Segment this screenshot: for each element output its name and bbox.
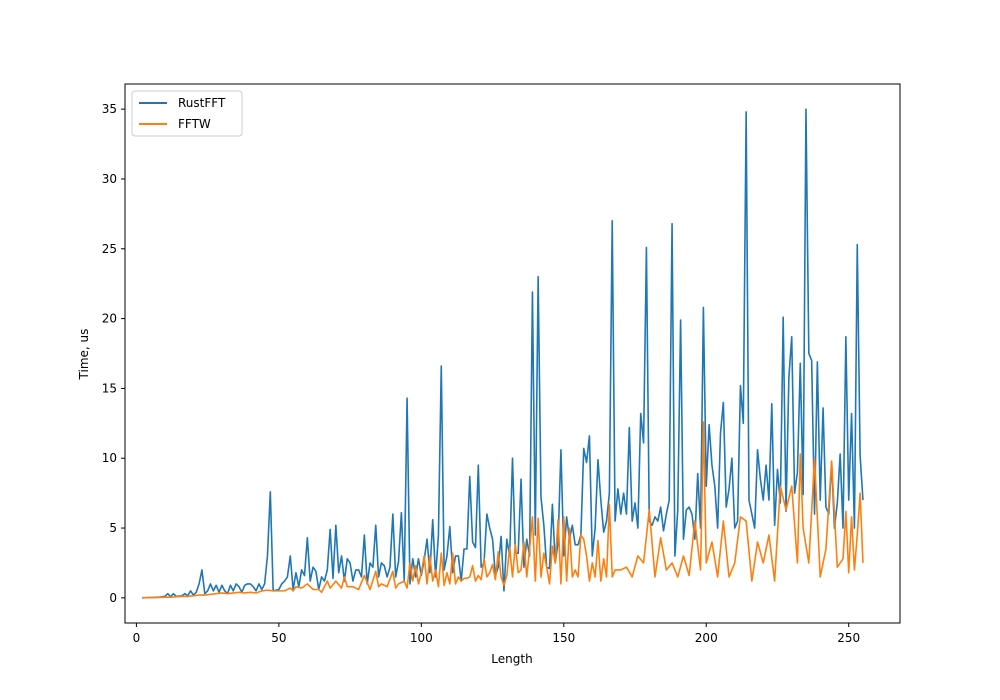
y-tick-label: 10 [102,451,117,465]
y-tick-label: 25 [102,242,117,256]
y-axis-title: Time, us [77,329,91,381]
y-tick-label: 15 [102,381,117,395]
x-tick-label: 0 [133,631,141,645]
series-line-rustfft [142,108,864,599]
y-tick-label: 30 [102,172,117,186]
y-tick-label: 5 [109,521,117,535]
legend-label-rustfft: RustFFT [178,96,226,110]
x-tick-label: 250 [837,631,860,645]
legend-label-fftw: FFTW [178,117,211,131]
x-axis-title: Length [491,652,532,666]
plot-frame [124,83,901,624]
x-tick-label: 150 [552,631,575,645]
legend: RustFFT FFTW [131,90,243,137]
y-axis: 0 5 10 15 20 25 30 35 [102,102,125,605]
x-tick-label: 200 [695,631,718,645]
series-layer [142,108,864,599]
x-axis: 0 50 100 150 200 250 [133,623,860,645]
x-tick-label: 100 [410,631,433,645]
y-tick-label: 0 [109,591,117,605]
series-line-fftw [142,421,864,599]
y-tick-label: 20 [102,312,117,326]
x-tick-label: 50 [271,631,286,645]
y-tick-label: 35 [102,102,117,116]
